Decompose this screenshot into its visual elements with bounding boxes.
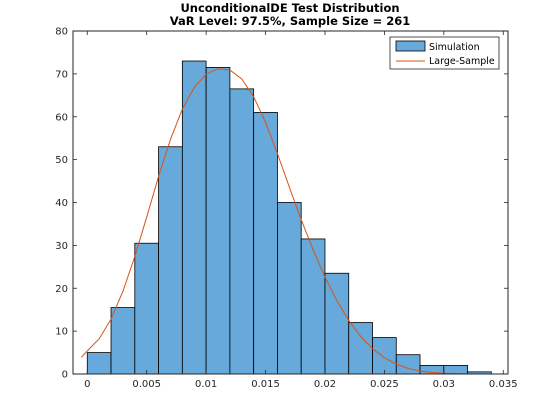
histogram-bar [229, 88, 255, 375]
legend: Simulation Large-Sample [389, 36, 500, 70]
histogram-bar [205, 67, 231, 375]
y-tick-label: 60 [55, 112, 68, 123]
x-tick-label: 0.03 [433, 379, 455, 390]
legend-swatch-simulation [395, 40, 426, 52]
histogram-bar [348, 322, 373, 375]
histogram-bar [395, 354, 421, 375]
large-sample-line [80, 68, 486, 375]
y-tick-label: 10 [55, 327, 68, 338]
y-tick-label: 0 [62, 370, 68, 381]
x-axis: 0 0.005 0.01 0.015 0.02 0.025 0.03 0.035 [84, 31, 518, 390]
y-tick-label: 70 [55, 69, 68, 80]
x-tick-label: 0.025 [370, 379, 399, 390]
x-tick-label: 0 [84, 379, 90, 390]
chart-subtitle: VaR Level: 97.5%, Sample Size = 261 [170, 14, 411, 28]
y-tick-label: 80 [55, 27, 68, 38]
histogram-bar [372, 337, 397, 375]
histogram-bar [86, 352, 112, 375]
histogram-bar [110, 307, 136, 375]
x-tick-label: 0.01 [195, 379, 217, 390]
y-tick-label: 30 [55, 241, 68, 252]
y-tick-label: 40 [55, 198, 68, 209]
histogram-bar [134, 242, 159, 375]
histogram-bar [181, 60, 207, 375]
histogram-bars [86, 60, 492, 375]
x-tick-label: 0.035 [489, 379, 518, 390]
x-tick-label: 0.005 [132, 379, 161, 390]
histogram-bar [300, 238, 326, 375]
large-sample-curve [80, 68, 486, 375]
x-tick-label: 0.015 [251, 379, 280, 390]
chart-title: UnconditionalDE Test Distribution [180, 1, 399, 15]
histogram-bar [253, 112, 278, 375]
y-tick-label: 20 [55, 284, 68, 295]
y-tick-label: 50 [55, 155, 68, 166]
histogram-bar [158, 146, 183, 375]
histogram-bar [324, 272, 350, 375]
legend-label-large-sample: Large-Sample [429, 56, 495, 67]
histogram-bar [443, 365, 468, 375]
legend-label-simulation: Simulation [429, 42, 480, 53]
y-axis: 0 10 20 30 40 50 60 70 80 [55, 27, 508, 381]
x-tick-label: 0.02 [314, 379, 336, 390]
histogram-bar [277, 202, 302, 375]
